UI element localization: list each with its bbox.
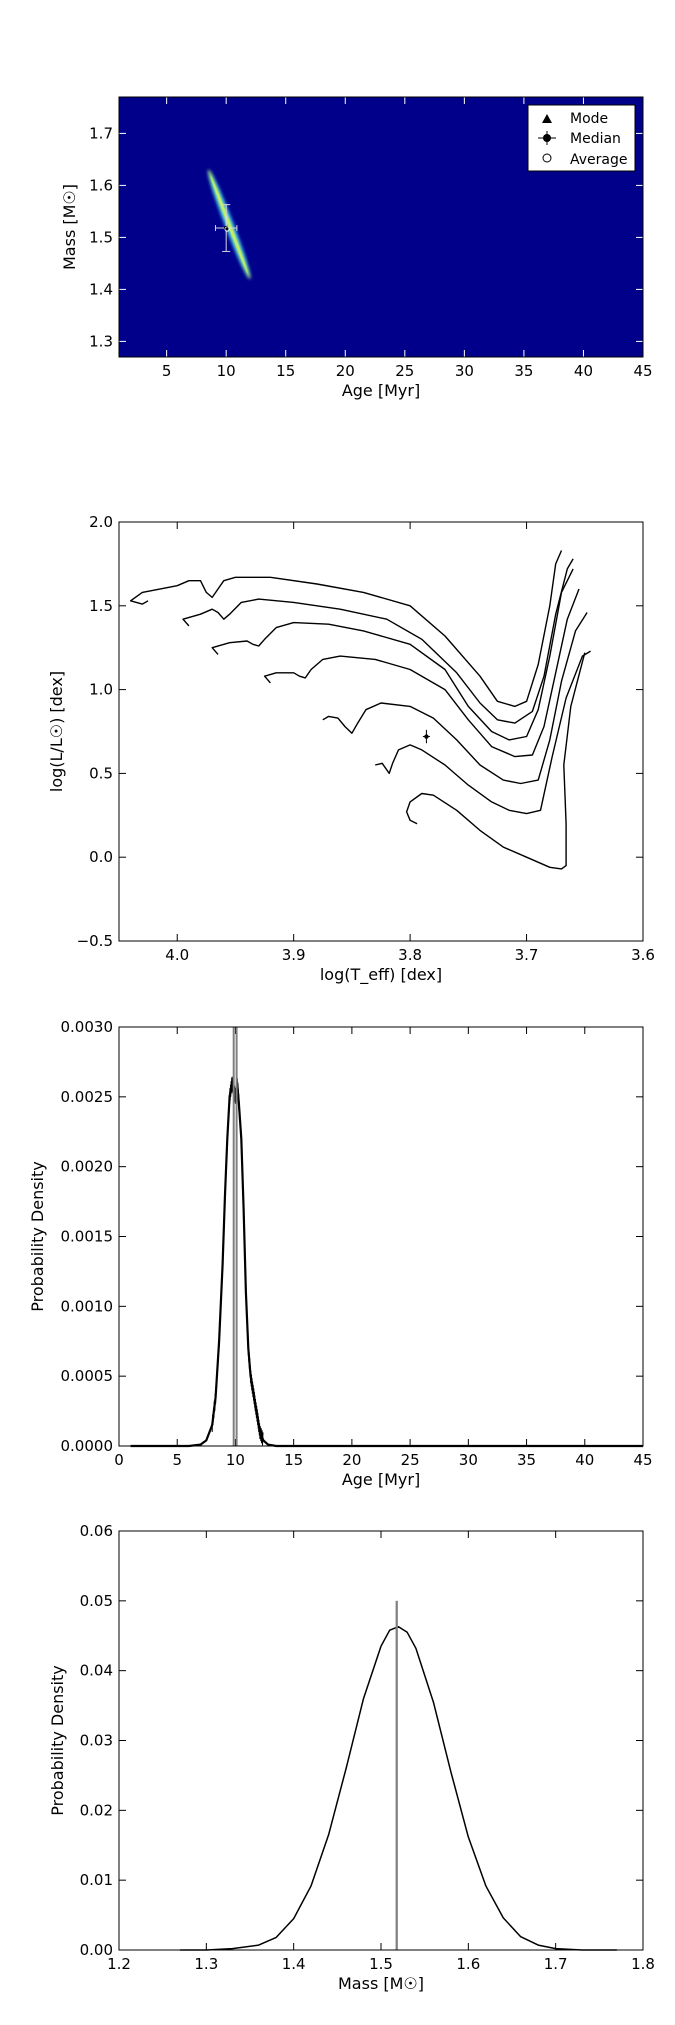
x-tick-label: 1.5	[369, 1955, 393, 1973]
pdf-curve	[180, 1625, 617, 1951]
legend-label-average: Average	[570, 152, 628, 168]
y-tick-label: 1.4	[89, 280, 113, 298]
average-marker	[224, 226, 230, 232]
x-tick-label: 40	[574, 362, 593, 380]
y-axis-label: Probability Density	[28, 1161, 47, 1312]
y-tick-label: 0.0030	[61, 1018, 114, 1036]
age-pdf-panel: 0 5 10 15 20 25 30 35 40 45 0.0000 0.0005 0.0010 0.00…	[28, 1018, 653, 1489]
x-tick-label: 45	[633, 362, 652, 380]
x-tick-label: 3.8	[398, 946, 422, 964]
y-tick-label: 0.02	[80, 1801, 113, 1819]
x-tick-label: 1.2	[107, 1955, 131, 1973]
y-tick-label: 1.5	[89, 228, 113, 246]
y-axis-label: Probability Density	[48, 1665, 67, 1816]
x-tick-label: 3.9	[282, 946, 306, 964]
x-tick-label: 35	[514, 362, 533, 380]
pdf-curve	[130, 1081, 643, 1448]
mode-legend-marker	[542, 114, 552, 123]
x-tick-label: 5	[162, 362, 172, 380]
y-tick-label: 2.0	[89, 513, 113, 531]
x-tick-label: 1.7	[544, 1955, 568, 1973]
x-tick-label: 1.4	[282, 1955, 306, 1973]
plot-frame	[118, 1026, 644, 1447]
isochrone-line-5	[322, 612, 588, 785]
x-tick-label: 10	[217, 362, 236, 380]
y-tick-label: 1.3	[89, 332, 113, 350]
x-tick-label: 5	[172, 1451, 182, 1469]
y-tick-label: 0.0	[89, 848, 113, 866]
y-tick-label: −0.5	[77, 932, 113, 950]
y-tick-label: 0.5	[89, 764, 113, 782]
x-axis-label: Mass [M☉]	[338, 1974, 424, 1993]
isochrone-line-4	[263, 588, 580, 758]
x-tick-label: 40	[575, 1451, 594, 1469]
x-tick-label: 30	[459, 1451, 478, 1469]
x-tick-label: 10	[226, 1451, 245, 1469]
y-axis-label: Mass [M☉]	[60, 184, 79, 270]
x-tick-label: 1.3	[194, 1955, 218, 1973]
isochrone-line-1	[129, 550, 563, 708]
x-tick-label: 45	[633, 1451, 652, 1469]
y-tick-label: 1.0	[89, 681, 113, 699]
x-tick-label: 15	[276, 362, 295, 380]
y-tick-label: 0.0025	[61, 1088, 114, 1106]
y-axis-label: log(L/L☉) [dex]	[47, 671, 66, 792]
x-tick-label: 3.7	[515, 946, 539, 964]
x-tick-label: 20	[336, 362, 355, 380]
x-tick-label: 0	[114, 1451, 124, 1469]
isochrone-line-7	[405, 652, 586, 870]
x-axis-label: Age [Myr]	[342, 1470, 420, 1489]
x-axis-label: Age [Myr]	[342, 381, 420, 400]
star-data-point	[424, 734, 429, 739]
y-tick-label: 0.05	[80, 1592, 113, 1610]
y-tick-label: 0.0000	[61, 1437, 114, 1455]
y-tick-label: 0.0015	[61, 1228, 114, 1246]
x-tick-label: 30	[455, 362, 474, 380]
age-mass-heatmap-panel: 5 10 15 20 25 30 35 40 45 1.3 1.4 1.5 1.6 1.7 Age [Myr…	[60, 96, 653, 400]
x-tick-label: 20	[342, 1451, 361, 1469]
x-tick-label: 25	[395, 362, 414, 380]
isochrone-line-2	[182, 558, 574, 724]
legend-label-median: Median	[570, 131, 621, 147]
y-tick-label: 0.0010	[61, 1297, 114, 1315]
hr-diagram-panel: 4.0 3.9 3.8 3.7 3.6 −0.5 0.0 0.5 1.0 1.5 2.0 log(T_…	[47, 513, 655, 985]
legend-label-mode: Mode	[570, 111, 608, 127]
y-tick-label: 0.0005	[61, 1367, 114, 1385]
y-tick-label: 0.06	[80, 1522, 113, 1540]
y-tick-label: 0.0020	[61, 1158, 114, 1176]
mass-pdf-panel: 1.2 1.3 1.4 1.5 1.6 1.7 1.8 0.00 0.01 0.02 0.03 0.0…	[48, 1522, 655, 1993]
pdf-sampling-noise	[211, 1076, 264, 1446]
y-tick-label: 1.5	[89, 597, 113, 615]
isochrone-line-6	[375, 650, 591, 815]
x-tick-label: 3.6	[631, 946, 655, 964]
probability-ridge-core	[210, 175, 248, 274]
y-tick-label: 1.6	[89, 176, 113, 194]
isochrone-line-3	[211, 568, 574, 741]
y-tick-label: 1.7	[89, 124, 113, 142]
x-tick-label: 25	[401, 1451, 420, 1469]
median-legend-marker	[543, 134, 551, 142]
y-tick-label: 0.00	[80, 1941, 113, 1959]
y-tick-label: 0.04	[80, 1662, 113, 1680]
x-tick-label: 15	[284, 1451, 303, 1469]
plot-frame	[118, 96, 644, 358]
y-tick-label: 0.01	[80, 1871, 113, 1889]
plot-frame	[118, 1530, 644, 1951]
plot-frame	[118, 521, 644, 942]
x-tick-label: 1.6	[456, 1955, 480, 1973]
x-tick-label: 4.0	[165, 946, 189, 964]
y-tick-label: 0.03	[80, 1732, 113, 1750]
x-tick-label: 35	[517, 1451, 536, 1469]
average-legend-marker	[542, 153, 552, 163]
x-axis-label: log(T_eff) [dex]	[320, 965, 442, 985]
x-tick-label: 1.8	[631, 1955, 655, 1973]
